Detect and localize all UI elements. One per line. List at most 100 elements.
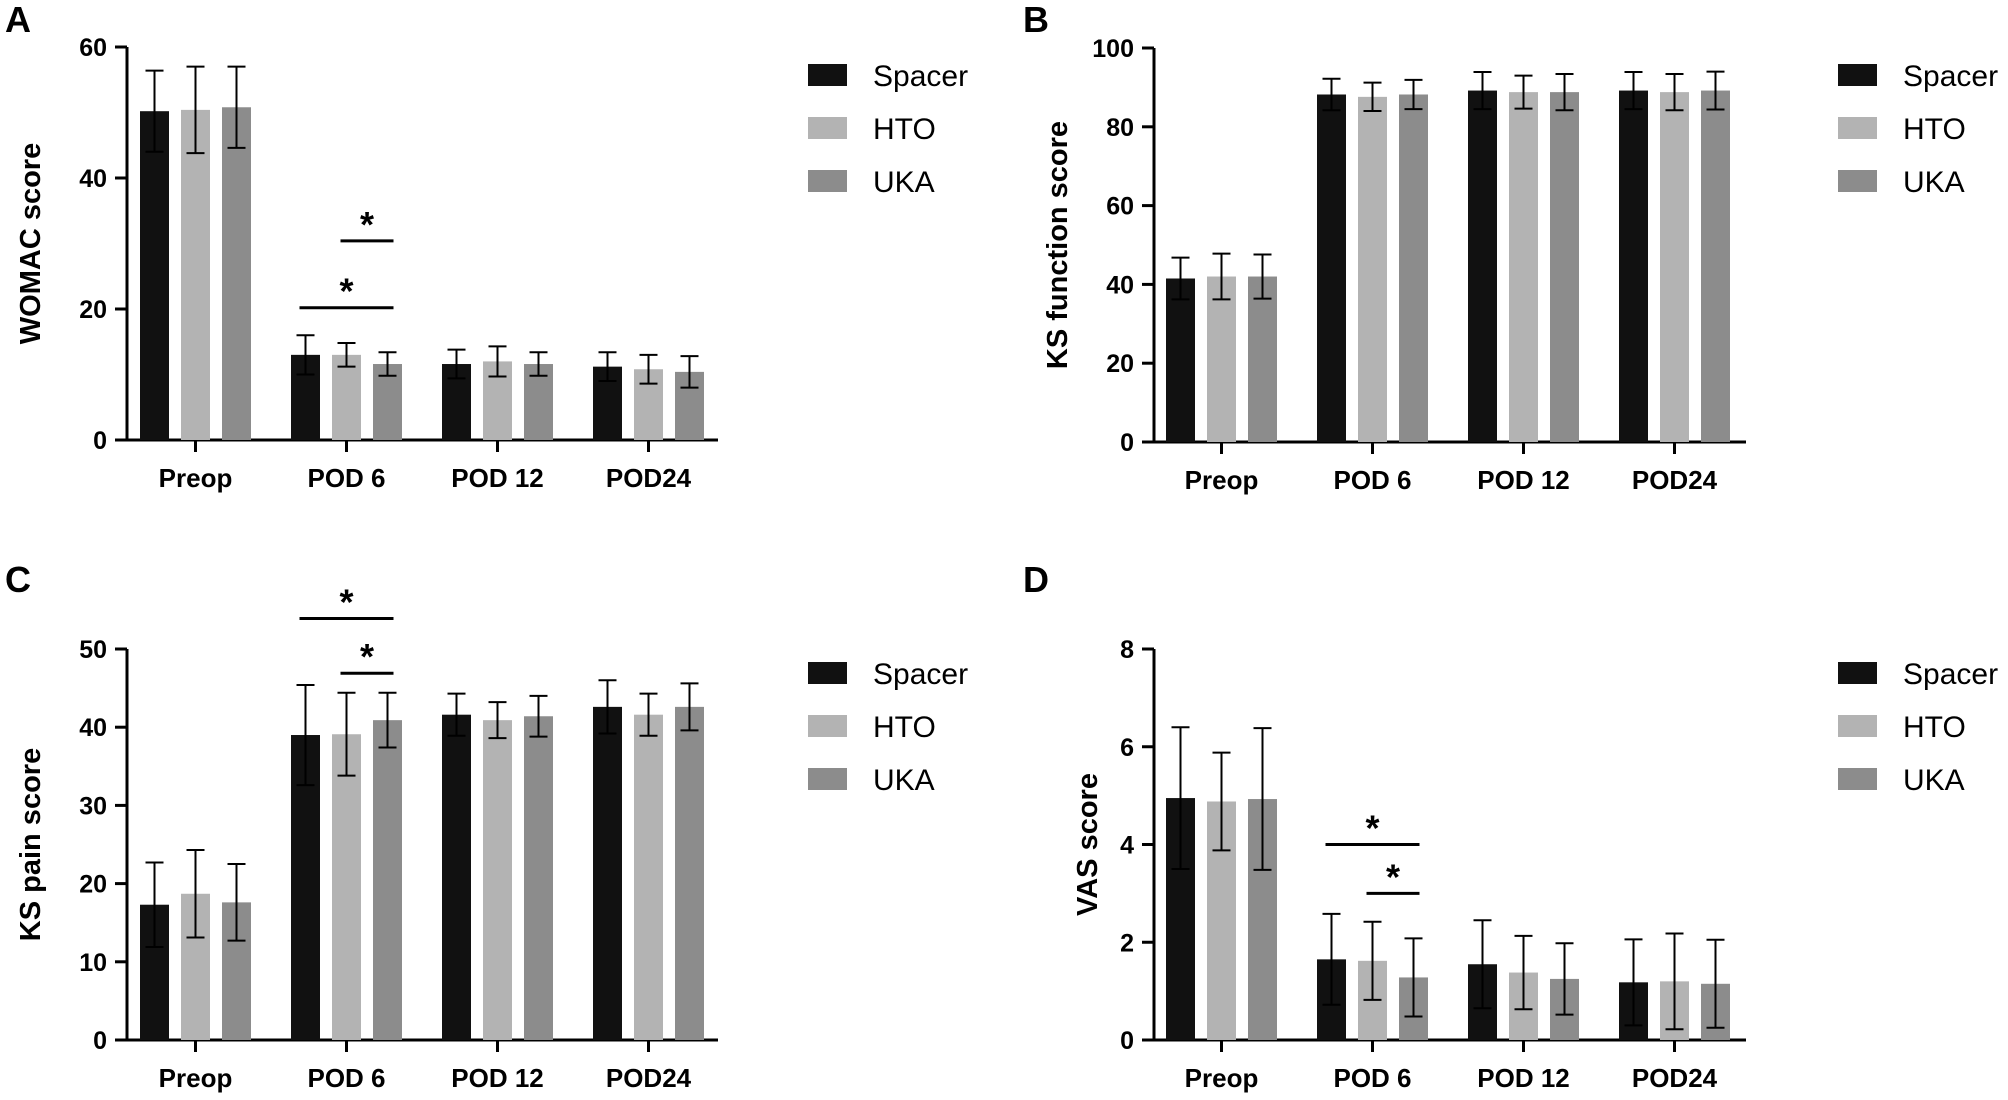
bar-uka <box>1399 94 1428 442</box>
bar-hto <box>1660 92 1689 443</box>
y-axis-title: WOMAC score <box>15 143 47 344</box>
y-tick-label: 40 <box>79 714 107 742</box>
legend-label-uka: UKA <box>1903 166 1965 199</box>
legend-label-spacer: Spacer <box>1903 60 1998 93</box>
y-tick-label: 20 <box>79 871 107 899</box>
y-tick-label: 4 <box>1120 832 1134 860</box>
bar-hto <box>483 720 512 1040</box>
bar-hto <box>332 354 361 440</box>
bar-hto <box>1207 276 1236 442</box>
y-tick-label: 80 <box>1106 114 1134 142</box>
panel-c: C KS pain score 0 10 20 30 40 50 Preop POD 6 POD 1… <box>5 559 968 1093</box>
x-tick-label: Preop <box>1185 1063 1259 1093</box>
panel-b: B KS function score 0 20 40 60 80 100 Preop POD 6… <box>1023 0 1998 495</box>
bar-spacer <box>442 714 471 1040</box>
legend-swatch-spacer <box>808 64 847 86</box>
x-tick-label: POD 12 <box>1477 465 1570 495</box>
significance-star: * <box>360 636 374 677</box>
x-tick-label: POD 6 <box>1333 1063 1411 1093</box>
x-tick-label: POD 12 <box>1477 1063 1570 1093</box>
bar-spacer <box>1619 90 1648 442</box>
panel-letter: A <box>5 0 31 40</box>
bar-hto <box>332 734 361 1040</box>
legend-swatch-hto <box>1838 715 1877 737</box>
bar-uka <box>1550 92 1579 443</box>
bar-uka <box>222 107 251 440</box>
y-tick-label: 2 <box>1120 929 1134 957</box>
y-tick-label: 0 <box>1120 429 1134 457</box>
x-tick-label: POD 12 <box>451 1063 544 1093</box>
panel-d: D VAS score 0 2 4 6 8 Preop POD 6 POD 12 POD24 ** Sp… <box>1023 559 1998 1093</box>
legend-label-uka: UKA <box>1903 764 1965 797</box>
y-tick-label: 8 <box>1120 636 1134 664</box>
bar-spacer <box>1166 278 1195 442</box>
x-tick-label: Preop <box>159 1063 233 1093</box>
panel-letter: B <box>1023 0 1049 40</box>
significance-star: * <box>1386 856 1400 897</box>
legend-label-uka: UKA <box>873 166 935 199</box>
legend-label-spacer: Spacer <box>873 658 968 691</box>
bar-uka <box>1248 276 1277 442</box>
panel-a: A WOMAC score 0 20 40 60 Preop POD 6 POD 12 POD24… <box>5 0 968 493</box>
y-tick-label: 100 <box>1092 35 1134 63</box>
x-tick-label: POD24 <box>1632 1063 1718 1093</box>
y-tick-label: 50 <box>79 636 107 664</box>
legend-label-hto: HTO <box>873 113 936 146</box>
y-axis-title: VAS score <box>1072 773 1104 916</box>
legend-label-spacer: Spacer <box>873 60 968 93</box>
x-tick-label: POD 6 <box>1333 465 1411 495</box>
y-tick-label: 0 <box>93 427 107 455</box>
bar-hto <box>1509 92 1538 443</box>
y-tick-label: 0 <box>93 1027 107 1055</box>
y-tick-label: 40 <box>79 165 107 193</box>
bar-hto <box>181 109 210 440</box>
panel-letter: C <box>5 559 31 600</box>
significance-star: * <box>360 204 374 245</box>
y-axis-title: KS function score <box>1042 121 1074 369</box>
x-tick-label: POD24 <box>606 1063 692 1093</box>
bar-spacer <box>1468 90 1497 442</box>
y-tick-label: 10 <box>79 949 107 977</box>
y-tick-label: 6 <box>1120 734 1134 762</box>
bar-uka <box>675 706 704 1040</box>
legend-swatch-hto <box>808 715 847 737</box>
y-tick-label: 20 <box>1106 350 1134 378</box>
x-tick-label: POD 6 <box>307 463 385 493</box>
significance-star: * <box>339 271 353 312</box>
significance-star: * <box>1365 808 1379 849</box>
x-tick-label: Preop <box>159 463 233 493</box>
legend-label-uka: UKA <box>873 764 935 797</box>
bar-uka <box>1701 90 1730 442</box>
legend-swatch-spacer <box>1838 662 1877 684</box>
legend-swatch-uka <box>808 170 847 192</box>
x-tick-label: POD 6 <box>307 1063 385 1093</box>
y-tick-label: 30 <box>79 792 107 820</box>
bar-hto <box>1358 96 1387 442</box>
significance-star: * <box>339 582 353 623</box>
bar-uka <box>524 716 553 1040</box>
x-tick-label: Preop <box>1185 465 1259 495</box>
y-tick-label: 60 <box>1106 193 1134 221</box>
legend-label-hto: HTO <box>1903 113 1966 146</box>
y-tick-label: 0 <box>1120 1027 1134 1055</box>
x-tick-label: POD24 <box>1632 465 1718 495</box>
bar-uka <box>373 720 402 1040</box>
y-tick-label: 20 <box>79 296 107 324</box>
legend-swatch-uka <box>808 768 847 790</box>
legend-swatch-uka <box>1838 170 1877 192</box>
legend-label-hto: HTO <box>1903 711 1966 744</box>
legend-swatch-hto <box>1838 117 1877 139</box>
x-tick-label: POD24 <box>606 463 692 493</box>
panel-letter: D <box>1023 559 1049 600</box>
legend-label-spacer: Spacer <box>1903 658 1998 691</box>
y-axis-title: KS pain score <box>15 748 47 941</box>
bar-hto <box>634 714 663 1040</box>
x-tick-label: POD 12 <box>451 463 544 493</box>
legend-swatch-hto <box>808 117 847 139</box>
bar-spacer <box>1317 94 1346 442</box>
bar-spacer <box>140 111 169 440</box>
legend-label-hto: HTO <box>873 711 936 744</box>
y-tick-label: 40 <box>1106 271 1134 299</box>
